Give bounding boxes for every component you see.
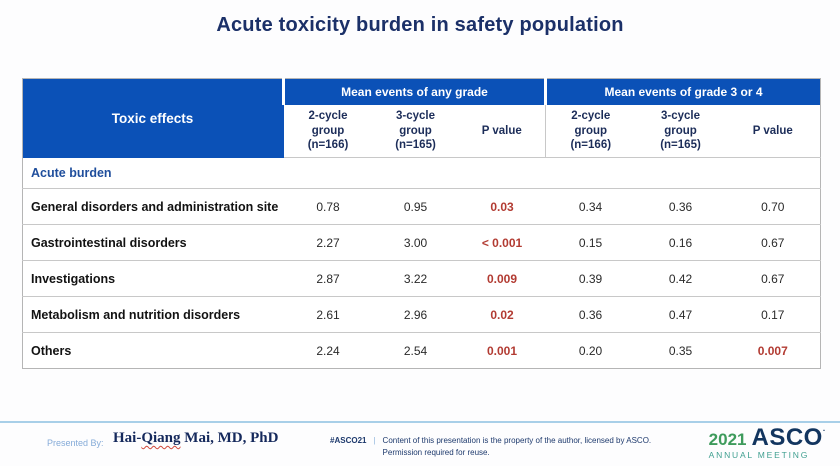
hashtag-label: #ASCO21 (330, 436, 367, 445)
section-row: Acute burden (22, 157, 821, 189)
row-label: Investigations (22, 260, 284, 297)
cell-value: 0.95 (372, 188, 459, 225)
column-header-pvalue-g34: P value (725, 105, 821, 158)
asco-annual-meeting-logo: 2021 ASCO· ANNUAL MEETING (708, 424, 826, 461)
cell-pvalue: < 0.001 (458, 224, 546, 261)
cell-value: 2.27 (283, 224, 373, 261)
presenter-name-part2: Qiang (141, 430, 181, 446)
row-label: Gastrointestinal disorders (22, 224, 284, 261)
trademark-dot: · (822, 426, 826, 435)
cell-pvalue: 0.67 (725, 260, 821, 297)
cell-value: 2.54 (372, 332, 459, 369)
cell-pvalue: 0.67 (725, 224, 821, 261)
cell-value: 2.24 (283, 332, 373, 369)
cell-value: 0.78 (283, 188, 373, 225)
cell-pvalue: 0.02 (458, 296, 546, 333)
page-title: Acute toxicity burden in safety populati… (216, 14, 624, 36)
table-row: Investigations 2.87 3.22 0.009 0.39 0.42… (22, 260, 821, 297)
column-group-grade-3-4: Mean events of grade 3 or 4 (543, 78, 821, 105)
cell-value: 2.96 (372, 296, 459, 333)
cell-value: 2.61 (283, 296, 373, 333)
row-label: General disorders and administration sit… (22, 188, 284, 225)
presented-by-label: Presented By: (47, 438, 104, 448)
cell-value: 0.16 (635, 224, 726, 261)
cell-value: 0.34 (545, 188, 636, 225)
cell-value: 0.20 (545, 332, 636, 369)
disclaimer-text: Content of this presentation is the prop… (383, 435, 652, 458)
cell-pvalue: 0.009 (458, 260, 546, 297)
column-header-3cycle-g34: 3-cycle group (n=165) (635, 105, 726, 158)
cell-pvalue: 0.007 (725, 332, 821, 369)
row-label: Metabolism and nutrition disorders (22, 296, 284, 333)
logo-org-name: ASCO· (751, 424, 826, 451)
cell-value: 0.36 (545, 296, 636, 333)
section-label-acute-burden: Acute burden (22, 157, 821, 189)
table-row: Metabolism and nutrition disorders 2.61 … (22, 296, 821, 333)
presenter-name: Hai-Qiang Mai, MD, PhD (113, 430, 278, 447)
cell-value: 0.47 (635, 296, 726, 333)
cell-value: 2.87 (283, 260, 373, 297)
presenter-name-part1: Hai- (113, 430, 142, 446)
table-row: Others 2.24 2.54 0.001 0.20 0.35 0.007 (22, 332, 821, 369)
column-header-toxic-effects: Toxic effects (22, 78, 284, 158)
logo-meeting-text: ANNUAL MEETING (708, 450, 810, 460)
disclaimer-divider: | (373, 436, 376, 445)
cell-value: 3.00 (372, 224, 459, 261)
logo-year: 2021 (708, 430, 747, 449)
table-row: Gastrointestinal disorders 2.27 3.00 < 0… (22, 224, 821, 261)
cell-value: 0.35 (635, 332, 726, 369)
column-header-2cycle-any: 2-cycle group (n=166) (283, 105, 373, 158)
toxicity-table: Toxic effects Mean events of any grade M… (22, 78, 822, 369)
column-header-pvalue-any: P value (458, 105, 546, 158)
cell-pvalue: 0.70 (725, 188, 821, 225)
disclaimer-line2: Permission required for reuse. (382, 447, 490, 457)
cell-value: 0.42 (635, 260, 726, 297)
row-label: Others (22, 332, 284, 369)
table-row: General disorders and administration sit… (22, 188, 821, 225)
column-header-2cycle-g34: 2-cycle group (n=166) (545, 105, 636, 158)
logo-org-text: ASCO (751, 424, 823, 451)
column-header-3cycle-any: 3-cycle group (n=165) (372, 105, 459, 158)
footer-divider-line (0, 421, 840, 423)
header-group-row: Toxic effects Mean events of any grade M… (22, 78, 821, 158)
header-sub-row: 2-cycle group (n=166) 3-cycle group (n=1… (23, 105, 821, 158)
cell-pvalue: 0.17 (725, 296, 821, 333)
presenter-name-part3: Mai, MD, PhD (180, 430, 279, 446)
cell-value: 0.39 (545, 260, 636, 297)
cell-pvalue: 0.001 (458, 332, 546, 369)
cell-pvalue: 0.03 (458, 188, 546, 225)
disclaimer-line1: Content of this presentation is the prop… (382, 436, 652, 445)
logo-top-row: 2021 ASCO· (708, 424, 826, 451)
cell-value: 3.22 (372, 260, 459, 297)
footer-disclaimer: #ASCO21 | Content of this presentation i… (330, 435, 651, 458)
cell-value: 0.15 (545, 224, 636, 261)
column-group-any-grade: Mean events of any grade (282, 78, 546, 105)
cell-value: 0.36 (635, 188, 726, 225)
